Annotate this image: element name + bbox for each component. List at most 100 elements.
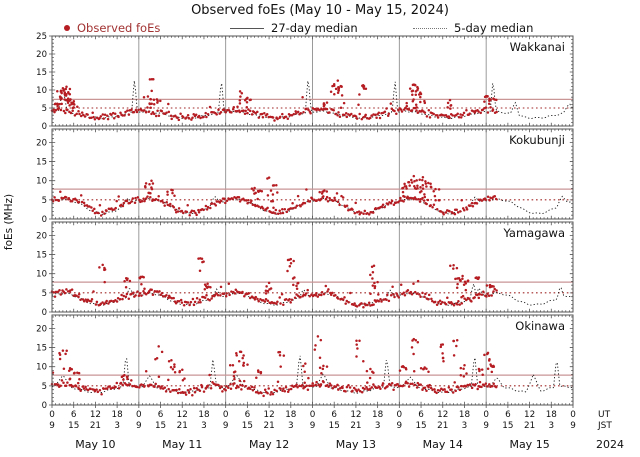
x-tick-ut: 18 [285,410,296,420]
x-tick-ut: 12 [177,410,188,420]
station-label: Kokubunji [509,133,565,147]
panel-frame [51,128,574,220]
y-tick-label: 20 [36,50,47,60]
y-tick-label: 0 [42,215,47,225]
x-tick-jst: 15 [155,421,166,431]
x-tick-ut: 6 [71,410,77,420]
x-tick-jst: 9 [570,421,576,431]
x-tick-jst: 15 [242,421,253,431]
panel-yamagawa: Yamagawa 0 5 10 15 20 [36,221,574,318]
x-tick-ut: 12 [350,410,361,420]
x-tick-jst: 15 [415,421,426,431]
median27-line-marker-icon [230,27,264,29]
x-tick-ut: 6 [245,410,251,420]
y-tick-label: 15 [36,68,47,78]
panel-frame [51,221,574,313]
legend-item-observed: Observed foEs [64,20,160,36]
legend-item-median5: 5-day median [413,20,533,36]
y-tick-label: 10 [36,363,47,373]
observed-points [50,257,498,309]
y-tick-label: 5 [42,104,47,114]
x-tick-ut: 6 [505,410,511,420]
day-label: May 14 [423,438,463,451]
x-tick-ut: 12 [524,410,535,420]
y-tick-label: 0 [42,122,47,132]
x-tick-jst: 21 [437,421,448,431]
x-tick-ut: 0 [570,410,576,420]
y-tick-label: 10 [36,270,47,280]
x-tick-ut: 0 [310,410,316,420]
x-tick-jst: 3 [548,421,554,431]
y-tick-label: 10 [36,177,47,187]
x-tick-jst: 9 [310,421,316,431]
x-tick-ut: 18 [198,410,209,420]
y-tick-label: 5 [42,289,47,299]
y-tick-label: 5 [42,382,47,392]
x-tick-ut: 6 [331,410,337,420]
y-tick-label: 15 [36,158,47,168]
x-tick-jst: 9 [397,421,403,431]
station-label: Yamagawa [502,226,565,240]
x-tick-ut: 18 [112,410,123,420]
panel-wakkanai: Wakkanai 0 5 10 15 20 25 [36,32,574,132]
legend-median27-label: 27-day median [271,21,358,35]
chart-title: Observed foEs (May 10 - May 15, 2024) [191,3,449,18]
day-label: May 15 [509,438,549,451]
legend-observed-label: Observed foEs [77,21,161,35]
x-tick-jst: 21 [90,421,101,431]
x-tick-jst: 21 [350,421,361,431]
legend-median5-label: 5-day median [454,21,534,35]
x-tick-ut: 18 [546,410,557,420]
y-tick-label: 25 [36,32,47,42]
y-tick-label: 5 [42,196,47,206]
x-tick-jst: 3 [114,421,120,431]
x-tick-ut: 18 [459,410,470,420]
x-tick-jst: 9 [49,421,55,431]
y-tick-label: 10 [36,86,47,96]
x-tick-ut: 0 [223,410,229,420]
x-tick-jst: 21 [263,421,274,431]
x-tick-jst: 15 [329,421,340,431]
jst-axis-label: JST [597,421,612,431]
y-tick-label: 15 [36,251,47,261]
x-tick-ut: 0 [483,410,489,420]
year-label: 2024 [596,438,624,451]
ut-axis-label: UT [598,410,611,420]
x-tick-jst: 9 [223,421,229,431]
x-tick-ut: 12 [437,410,448,420]
observed-points [50,174,498,217]
y-tick-label: 20 [36,324,47,334]
observed-points [50,77,498,122]
chart-legend: Observed foEs 27-day median 5-day median [0,20,640,36]
x-tick-jst: 15 [502,421,513,431]
x-tick-jst: 9 [136,421,142,431]
panel-kokubunji: Kokubunji 0 5 10 15 20 [36,128,574,225]
y-tick-label: 15 [36,344,47,354]
station-label: Wakkanai [510,40,565,54]
observed-dot-marker-icon [64,25,70,31]
x-tick-jst: 21 [177,421,188,431]
x-tick-ut: 0 [397,410,403,420]
x-tick-ut: 0 [136,410,142,420]
panel-frame [51,35,574,127]
axis-ticks [49,129,574,220]
y-tick-label: 0 [42,401,47,411]
x-tick-ut: 12 [90,410,101,420]
day-label: May 13 [336,438,376,451]
x-tick-jst: 3 [288,421,294,431]
x-tick-ut: 0 [49,410,55,420]
x-tick-ut: 6 [158,410,164,420]
day-label: May 10 [75,438,115,451]
x-tick-ut: 12 [263,410,274,420]
x-tick-jst: 9 [483,421,489,431]
day-label: May 12 [249,438,289,451]
y-tick-label: 20 [36,231,47,241]
x-tick-jst: 3 [375,421,381,431]
median5-line-marker-icon [413,27,447,29]
y-tick-label: 0 [42,308,47,318]
x-tick-ut: 18 [372,410,383,420]
day-label: May 11 [162,438,202,451]
observed-points [50,335,498,398]
